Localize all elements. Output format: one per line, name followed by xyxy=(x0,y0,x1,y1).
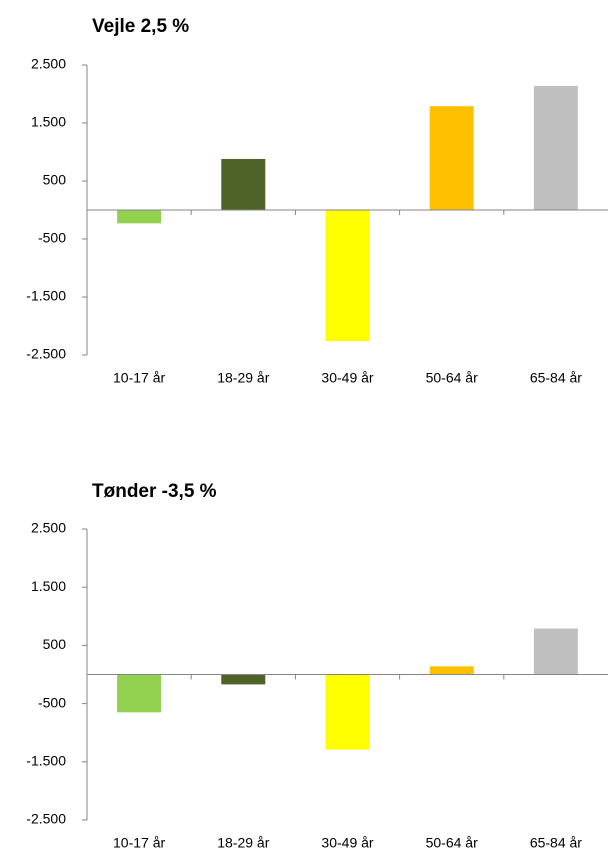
bar xyxy=(533,628,578,675)
x-tick-label: 10-17 år xyxy=(113,370,165,386)
y-tick-label: 1.500 xyxy=(31,114,66,130)
bar xyxy=(429,106,474,210)
y-tick-label: -2.500 xyxy=(26,346,66,362)
y-tick-label: -500 xyxy=(38,230,66,246)
y-tick-label: -1.500 xyxy=(26,288,66,304)
y-tick-label: 2.500 xyxy=(31,520,66,536)
x-tick-label: 18-29 år xyxy=(217,370,269,386)
y-tick-label: -2.500 xyxy=(26,811,66,827)
y-tick-label: 500 xyxy=(43,172,67,188)
bar xyxy=(533,85,578,210)
bar xyxy=(117,674,162,713)
y-tick-label: -1.500 xyxy=(26,753,66,769)
x-tick-label: 50-64 år xyxy=(426,835,478,851)
bar xyxy=(429,666,474,675)
bar xyxy=(325,674,370,750)
chart-title: Tønder -3,5 % xyxy=(92,481,217,502)
bar xyxy=(325,210,370,342)
bar xyxy=(221,674,266,685)
x-tick-label: 10-17 år xyxy=(113,835,165,851)
y-tick-label: -500 xyxy=(38,694,66,710)
chart-title: Vejle 2,5 % xyxy=(92,16,189,37)
y-tick-label: 1.500 xyxy=(31,578,66,594)
x-tick-label: 18-29 år xyxy=(217,835,269,851)
x-tick-label: 65-84 år xyxy=(530,370,582,386)
y-tick-label: 2.500 xyxy=(31,56,66,72)
x-tick-label: 30-49 år xyxy=(321,835,373,851)
x-tick-label: 30-49 år xyxy=(321,370,373,386)
bar xyxy=(117,210,162,224)
bar xyxy=(221,158,266,210)
x-tick-label: 50-64 år xyxy=(426,370,478,386)
x-tick-label: 65-84 år xyxy=(530,835,582,851)
y-tick-label: 500 xyxy=(43,636,67,652)
